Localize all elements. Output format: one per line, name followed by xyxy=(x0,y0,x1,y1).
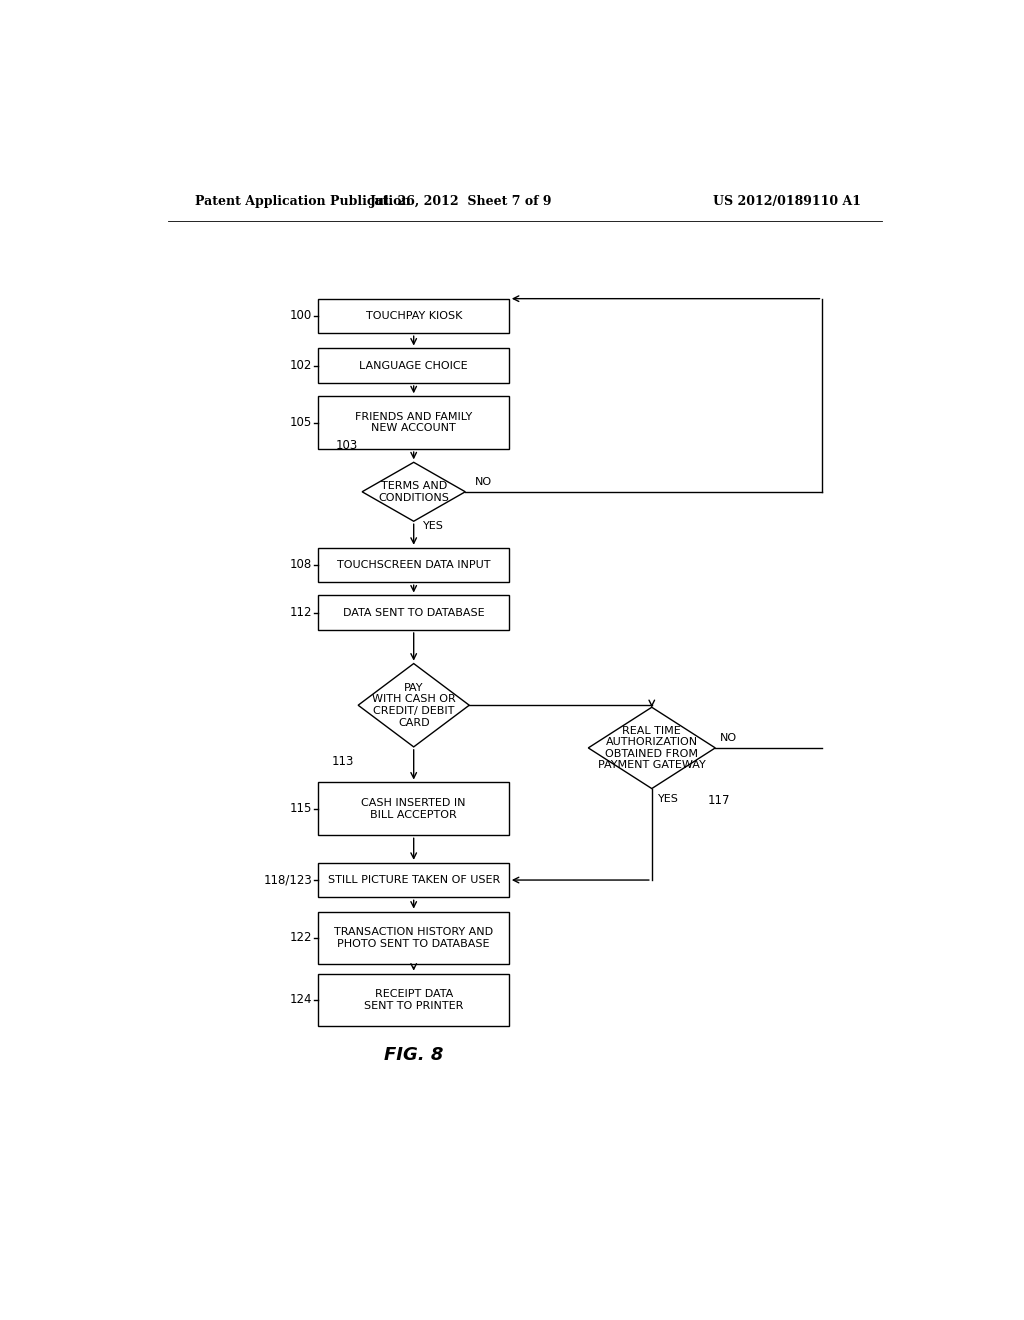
Text: 103: 103 xyxy=(336,440,358,453)
Text: PAY
WITH CASH OR
CREDIT/ DEBIT
CARD: PAY WITH CASH OR CREDIT/ DEBIT CARD xyxy=(372,682,456,727)
Text: RECEIPT DATA
SENT TO PRINTER: RECEIPT DATA SENT TO PRINTER xyxy=(364,989,464,1011)
FancyBboxPatch shape xyxy=(318,912,509,965)
FancyBboxPatch shape xyxy=(318,396,509,449)
Text: CASH INSERTED IN
BILL ACCEPTOR: CASH INSERTED IN BILL ACCEPTOR xyxy=(361,799,466,820)
Text: TERMS AND
CONDITIONS: TERMS AND CONDITIONS xyxy=(378,480,450,503)
Polygon shape xyxy=(588,708,715,788)
FancyBboxPatch shape xyxy=(318,298,509,333)
Text: Patent Application Publication: Patent Application Publication xyxy=(196,194,411,207)
Text: Jul. 26, 2012  Sheet 7 of 9: Jul. 26, 2012 Sheet 7 of 9 xyxy=(370,194,553,207)
Text: 108: 108 xyxy=(290,558,312,572)
Text: FIG. 8: FIG. 8 xyxy=(384,1045,443,1064)
Text: 112: 112 xyxy=(290,606,312,619)
Text: NO: NO xyxy=(475,477,492,487)
FancyBboxPatch shape xyxy=(318,974,509,1027)
Text: TRANSACTION HISTORY AND
PHOTO SENT TO DATABASE: TRANSACTION HISTORY AND PHOTO SENT TO DA… xyxy=(334,927,494,949)
Text: LANGUAGE CHOICE: LANGUAGE CHOICE xyxy=(359,360,468,371)
Text: 105: 105 xyxy=(290,416,312,429)
FancyBboxPatch shape xyxy=(318,595,509,630)
FancyBboxPatch shape xyxy=(318,783,509,836)
Text: US 2012/0189110 A1: US 2012/0189110 A1 xyxy=(713,194,861,207)
Text: 115: 115 xyxy=(290,803,312,816)
Text: 117: 117 xyxy=(708,793,730,807)
Text: TOUCHPAY KIOSK: TOUCHPAY KIOSK xyxy=(366,312,462,321)
Text: REAL TIME
AUTHORIZATION
OBTAINED FROM
PAYMENT GATEWAY: REAL TIME AUTHORIZATION OBTAINED FROM PA… xyxy=(598,726,706,771)
FancyBboxPatch shape xyxy=(318,348,509,383)
Polygon shape xyxy=(362,462,465,521)
Text: 102: 102 xyxy=(290,359,312,372)
Text: NO: NO xyxy=(720,733,737,743)
Text: YES: YES xyxy=(423,521,444,532)
Text: YES: YES xyxy=(658,793,679,804)
Text: 113: 113 xyxy=(332,755,354,768)
Text: 122: 122 xyxy=(290,932,312,945)
Text: DATA SENT TO DATABASE: DATA SENT TO DATABASE xyxy=(343,607,484,618)
Text: 100: 100 xyxy=(290,309,312,322)
Text: TOUCHSCREEN DATA INPUT: TOUCHSCREEN DATA INPUT xyxy=(337,560,490,570)
Text: STILL PICTURE TAKEN OF USER: STILL PICTURE TAKEN OF USER xyxy=(328,875,500,884)
Text: FRIENDS AND FAMILY
NEW ACCOUNT: FRIENDS AND FAMILY NEW ACCOUNT xyxy=(355,412,472,433)
FancyBboxPatch shape xyxy=(318,863,509,898)
Text: 118/123: 118/123 xyxy=(263,874,312,887)
Polygon shape xyxy=(358,664,469,747)
FancyBboxPatch shape xyxy=(318,548,509,582)
Text: 124: 124 xyxy=(290,994,312,1006)
